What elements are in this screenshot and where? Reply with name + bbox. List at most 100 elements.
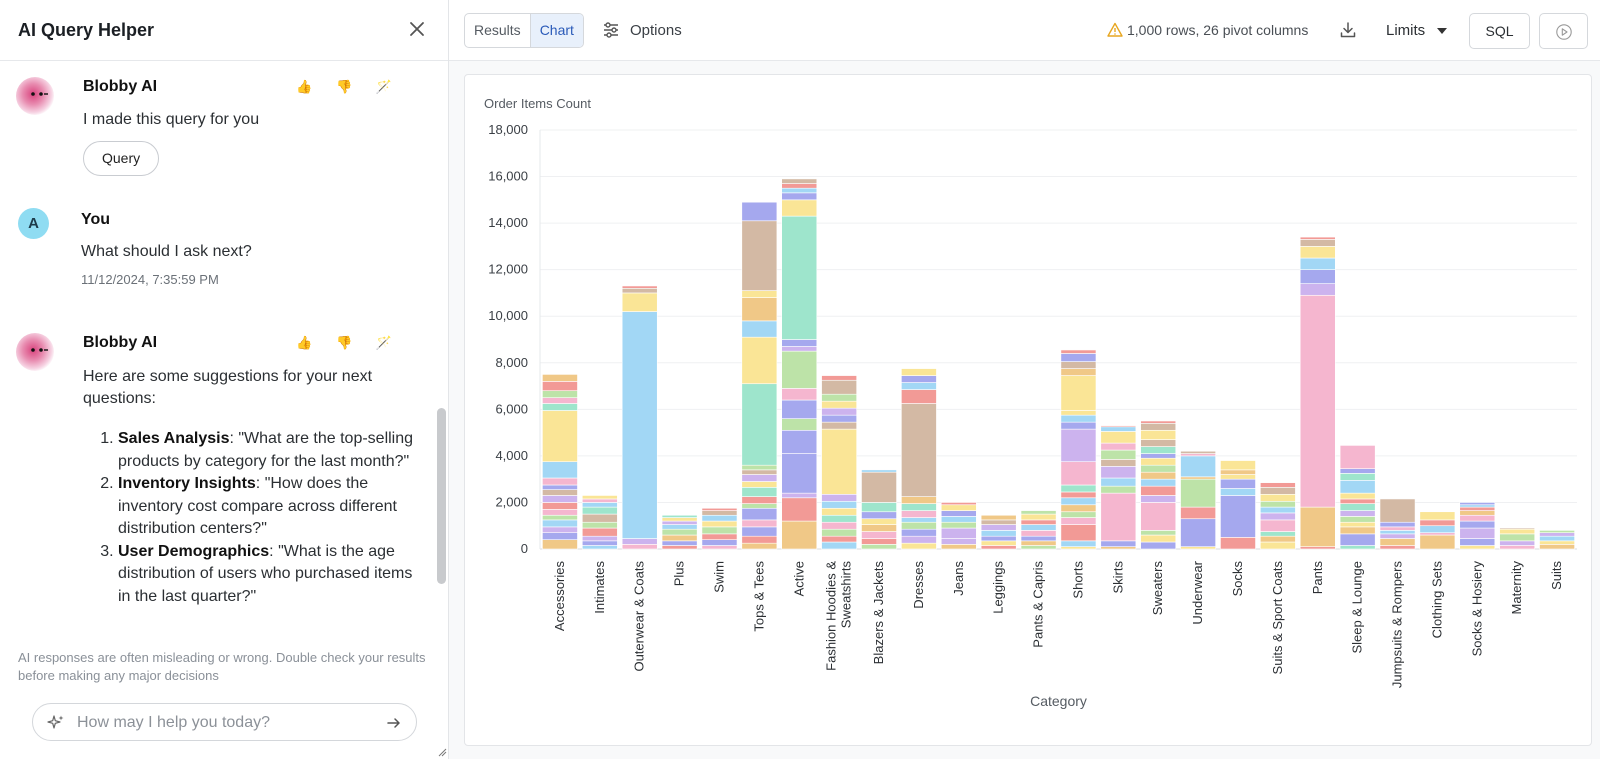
bar-segment bbox=[821, 541, 857, 550]
x-tick-label: Swim bbox=[711, 561, 726, 593]
stacked-bar-chart[interactable]: Order Items Count 0 2,000 4,000 6,000 8,000 10… bbox=[465, 75, 1593, 747]
bar-segment bbox=[1140, 422, 1177, 431]
query-button[interactable]: Query bbox=[83, 141, 160, 176]
bar-segment bbox=[1379, 545, 1416, 550]
bar-segment bbox=[1060, 504, 1097, 513]
bar-segment bbox=[581, 545, 618, 550]
bar-segment bbox=[1140, 420, 1177, 424]
options-button[interactable]: Options bbox=[604, 22, 682, 39]
x-tick-label: Skirts bbox=[1110, 561, 1125, 594]
close-icon[interactable] bbox=[408, 20, 426, 38]
bar-segment bbox=[781, 399, 818, 419]
bar-segment bbox=[1260, 541, 1296, 550]
bar-segment bbox=[1180, 455, 1216, 478]
bar-segment bbox=[781, 192, 818, 201]
bar-segment bbox=[1020, 540, 1057, 546]
bar-segment bbox=[821, 493, 857, 502]
bar-segment bbox=[901, 403, 937, 497]
chat-input[interactable] bbox=[77, 712, 377, 734]
list-item: Sales Analysis: "What are the top-sellin… bbox=[118, 428, 420, 473]
bar-segment bbox=[1299, 246, 1336, 259]
bar-segment bbox=[781, 199, 818, 217]
chat-history[interactable]: Blobby AI 👍 👎 🪄 I made this query for yo… bbox=[0, 61, 449, 641]
x-tick-label: Dresses bbox=[911, 561, 926, 609]
bar-segment bbox=[1379, 526, 1416, 531]
bar-segment bbox=[1379, 533, 1416, 539]
bar-segment bbox=[1180, 506, 1216, 520]
bar-segment bbox=[1539, 530, 1575, 534]
sql-button[interactable]: SQL bbox=[1469, 13, 1530, 49]
bar-segment bbox=[1140, 530, 1177, 536]
x-tick-label: Socks & Hosiery bbox=[1469, 561, 1484, 657]
download-icon[interactable] bbox=[1339, 21, 1357, 39]
reaction-buttons[interactable]: 👍 👎 🪄 bbox=[296, 335, 402, 350]
bar-segment bbox=[621, 287, 658, 294]
bar-segment bbox=[1499, 545, 1536, 550]
x-tick-label: Plus bbox=[672, 561, 687, 587]
bar-segment bbox=[1459, 502, 1496, 506]
reaction-buttons[interactable]: 👍 👎 🪄 bbox=[296, 79, 402, 94]
y-axis-title: Order Items Count bbox=[484, 96, 591, 111]
tab-results[interactable]: Results bbox=[474, 22, 521, 38]
bar-segment bbox=[741, 290, 778, 298]
bar-segment bbox=[1459, 538, 1496, 546]
bar-segment bbox=[1459, 514, 1496, 522]
tab-chart[interactable]: Chart bbox=[529, 14, 583, 47]
bar-segment bbox=[701, 526, 738, 535]
resize-handle-icon[interactable] bbox=[437, 747, 447, 757]
bar-segment bbox=[1020, 524, 1057, 531]
y-tick-label: 6,000 bbox=[495, 401, 528, 416]
bar-segment bbox=[1339, 473, 1376, 481]
bar-segment bbox=[980, 524, 1017, 531]
x-tick-label: Clothing Sets bbox=[1429, 561, 1444, 639]
bar-segment bbox=[821, 400, 857, 409]
bar-segment bbox=[821, 514, 857, 523]
bar-segment bbox=[901, 521, 937, 530]
bar-segment bbox=[542, 461, 578, 479]
chat-scrollbar[interactable] bbox=[437, 408, 446, 584]
bar-segment bbox=[581, 506, 618, 515]
bar-segment bbox=[1339, 468, 1376, 474]
limits-dropdown[interactable]: Limits bbox=[1386, 22, 1448, 39]
bar-segment bbox=[621, 544, 658, 550]
bar-segment bbox=[781, 346, 818, 352]
y-tick-label: 2,000 bbox=[495, 494, 528, 509]
bar-segment bbox=[1459, 510, 1496, 516]
bar-segment bbox=[821, 535, 857, 543]
bar-segment bbox=[581, 502, 618, 508]
bar-segment bbox=[542, 526, 578, 534]
bar-segment bbox=[1419, 519, 1456, 527]
bar-segment bbox=[1100, 425, 1137, 428]
bar-segment bbox=[821, 393, 857, 402]
results-toolbar: Results Chart Options 1,000 rows, 26 piv… bbox=[449, 0, 1600, 61]
send-arrow-icon[interactable] bbox=[386, 715, 402, 731]
bar-segment bbox=[1379, 530, 1416, 535]
bar-segment bbox=[980, 530, 1017, 537]
x-tick-label: Pants & Capris bbox=[1031, 561, 1046, 648]
chat-input-box[interactable] bbox=[32, 703, 417, 741]
bar-segment bbox=[1299, 236, 1336, 240]
bar-segment bbox=[581, 540, 618, 546]
bar-segment bbox=[1299, 257, 1336, 270]
bar-segment bbox=[781, 497, 818, 522]
bar-segment bbox=[741, 535, 778, 544]
x-tick-label: Maternity bbox=[1509, 561, 1524, 615]
bar-segment bbox=[1100, 485, 1137, 494]
bar-segment bbox=[1260, 493, 1296, 502]
bar-segment bbox=[1060, 428, 1097, 463]
bar-segment bbox=[542, 374, 578, 382]
run-button[interactable] bbox=[1539, 13, 1588, 49]
bar-segment bbox=[581, 495, 618, 500]
bar-segment bbox=[901, 389, 937, 404]
suggestion-list: Sales Analysis: "What are the top-sellin… bbox=[100, 428, 420, 608]
bar-segment bbox=[581, 535, 618, 542]
bar-segment bbox=[581, 513, 618, 523]
bar-segment bbox=[1100, 442, 1137, 451]
bar-segment bbox=[821, 414, 857, 423]
bar-segment bbox=[1459, 506, 1496, 511]
bar-segment bbox=[542, 519, 578, 528]
bar-segment bbox=[1140, 534, 1177, 543]
bar-segment bbox=[781, 520, 818, 550]
ai-avatar bbox=[16, 333, 54, 371]
y-tick-label: 18,000 bbox=[488, 122, 528, 137]
